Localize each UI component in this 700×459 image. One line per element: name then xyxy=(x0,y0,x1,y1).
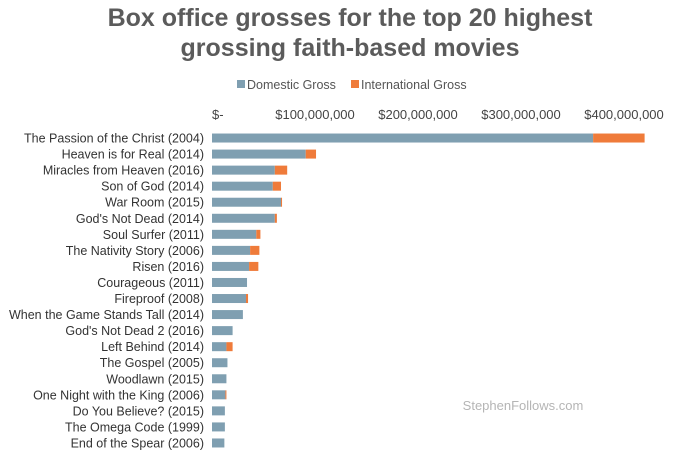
category-label: Heaven is for Real (2014) xyxy=(62,148,204,162)
category-label: Fireproof (2008) xyxy=(114,292,204,306)
bar-domestic xyxy=(212,261,250,271)
legend-label-international: International Gross xyxy=(361,78,467,92)
x-axis-ticks: $- $100,000,000 $200,000,000 $300,000,000 $4… xyxy=(212,107,664,122)
x-tick-label: $200,000,000 xyxy=(378,107,458,122)
category-label: Son of God (2014) xyxy=(101,180,204,194)
legend: Domestic Gross International Gross xyxy=(237,78,467,92)
category-label: The Gospel (2005) xyxy=(100,356,204,370)
x-tick-label: $- xyxy=(212,107,224,122)
bar-domestic xyxy=(212,197,282,207)
bar-domestic xyxy=(212,390,226,400)
bar-domestic xyxy=(212,422,225,432)
bar-domestic xyxy=(212,438,225,448)
chart-title-line-2: grossing faith-based movies xyxy=(181,34,520,62)
category-label: Courageous (2011) xyxy=(97,276,204,290)
category-label: The Passion of the Christ (2004) xyxy=(24,132,204,146)
category-label: Soul Surfer (2011) xyxy=(103,228,204,242)
bar-domestic xyxy=(212,374,227,384)
category-label: Woodlawn (2015) xyxy=(106,372,204,386)
bar-domestic xyxy=(212,277,248,287)
chart-title-line-1: Box office grosses for the top 20 highes… xyxy=(108,4,593,32)
bar-domestic xyxy=(212,181,273,191)
x-tick-label: $400,000,000 xyxy=(584,107,664,122)
bar-domestic xyxy=(212,133,594,143)
category-label: God's Not Dead 2 (2016) xyxy=(65,324,204,338)
category-label: The Nativity Story (2006) xyxy=(66,244,204,258)
bar-domestic xyxy=(212,165,275,175)
category-label: One Night with the King (2006) xyxy=(33,388,204,402)
legend-label-domestic: Domestic Gross xyxy=(247,78,336,92)
category-label: War Room (2015) xyxy=(105,196,204,210)
bar-international xyxy=(225,390,227,400)
legend-swatch-international xyxy=(351,80,359,88)
bar-international xyxy=(281,197,283,207)
category-label: End of the Spear (2006) xyxy=(71,436,204,450)
bar-international xyxy=(274,165,288,175)
category-label: Left Behind (2014) xyxy=(101,340,204,354)
bar-domestic xyxy=(212,213,275,223)
bar-domestic xyxy=(212,294,246,304)
category-label: When the Game Stands Tall (2014) xyxy=(9,308,204,322)
bar-international xyxy=(274,213,277,223)
legend-swatch-domestic xyxy=(237,80,245,88)
bar-international xyxy=(272,181,282,191)
category-label: Miracles from Heaven (2016) xyxy=(43,164,204,178)
bar-domestic xyxy=(212,229,257,239)
category-label: Do You Believe? (2015) xyxy=(73,404,204,418)
bar-international xyxy=(245,294,249,304)
category-label: Risen (2016) xyxy=(132,260,204,274)
watermark-text: StephenFollows.com xyxy=(463,398,584,413)
bar-international xyxy=(593,133,645,143)
bar-domestic xyxy=(212,358,228,368)
bar-international xyxy=(226,342,233,352)
x-tick-label: $100,000,000 xyxy=(275,107,355,122)
category-label: God's Not Dead (2014) xyxy=(76,212,204,226)
bar-domestic xyxy=(212,406,225,416)
bar-domestic xyxy=(212,342,227,352)
bar-international xyxy=(256,229,261,239)
bar-international xyxy=(250,245,260,255)
category-labels: The Passion of the Christ (2004) Heaven i… xyxy=(9,132,204,451)
bar-international xyxy=(305,149,317,159)
bar-domestic xyxy=(212,310,243,320)
bar-domestic xyxy=(212,326,233,336)
category-label: The Omega Code (1999) xyxy=(65,420,204,434)
bar-international xyxy=(249,261,259,271)
bar-domestic xyxy=(212,245,251,255)
bar-domestic xyxy=(212,149,306,159)
bars xyxy=(212,133,645,448)
x-tick-label: $300,000,000 xyxy=(481,107,561,122)
